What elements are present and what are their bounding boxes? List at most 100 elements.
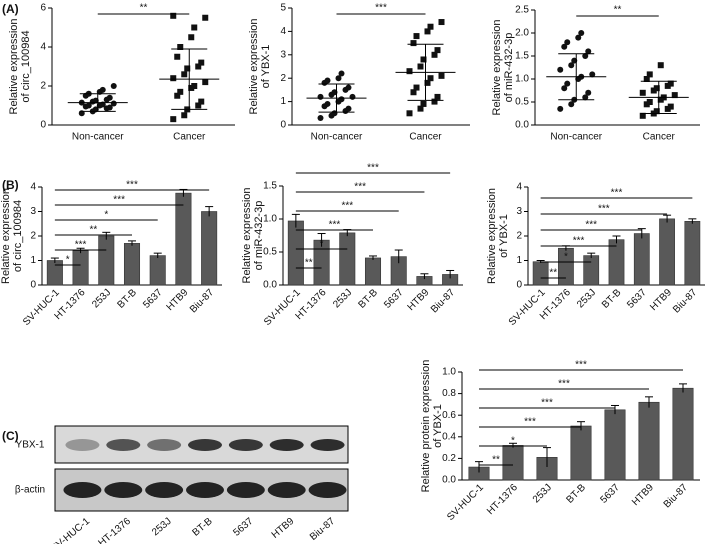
data-point: [424, 28, 431, 35]
blot-lane-label: 253J: [150, 516, 174, 538]
data-point: [413, 33, 420, 40]
data-point: [406, 68, 413, 75]
bar: [684, 221, 701, 286]
bar: [339, 232, 356, 286]
data-point: [191, 24, 198, 31]
bar: [175, 192, 192, 286]
significance-label: *: [66, 255, 70, 266]
y-tick-label: 0.5: [263, 247, 277, 258]
data-point: [431, 51, 438, 58]
x-tick-label: 253J: [90, 287, 113, 310]
y-tick-label: 2: [30, 231, 36, 242]
y-tick-label: 0: [30, 280, 36, 291]
y-axis-label: Relative expression: [248, 19, 260, 115]
x-tick-label: SV-HUC-1: [21, 287, 62, 328]
x-tick-label: HTB9: [648, 287, 674, 313]
x-tick-label: BT-B: [600, 287, 624, 311]
y-tick-label: 2: [280, 73, 286, 84]
x-tick-label: SV-HUC-1: [262, 287, 303, 328]
data-point: [191, 83, 198, 89]
data-point: [671, 92, 678, 99]
data-point: [335, 75, 342, 82]
x-tick-label: Non-cancer: [311, 132, 363, 143]
y-tick-label: 0.6: [442, 410, 456, 421]
data-point: [564, 80, 571, 87]
y-axis-label: Relative expression: [8, 19, 20, 115]
y-tick-label: 4: [30, 182, 36, 193]
bar: [604, 409, 626, 481]
data-point: [653, 108, 660, 115]
significance-label: ***: [354, 182, 366, 193]
bar: [532, 261, 549, 286]
significance-label: ***: [573, 236, 585, 247]
data-point: [338, 70, 345, 77]
data-point: [420, 100, 427, 107]
x-tick-label: 253J: [575, 287, 598, 310]
blot-band: [267, 482, 306, 498]
data-point: [188, 34, 195, 41]
bar: [570, 425, 592, 481]
panel-label: (B): [2, 178, 19, 192]
data-point: [406, 110, 413, 117]
data-point: [202, 14, 209, 21]
blot-band: [228, 439, 263, 451]
significance-label: ***: [524, 417, 536, 428]
y-tick-label: 0.0: [515, 120, 529, 131]
data-point: [589, 71, 596, 78]
x-tick-label: BT-B: [564, 482, 588, 506]
data-point: [85, 102, 92, 109]
x-tick-label: BT-B: [115, 287, 139, 311]
x-tick-label: Cancer: [643, 132, 676, 143]
x-tick-label: SV-HUC-1: [507, 287, 548, 328]
x-tick-label: HTB9: [630, 482, 656, 508]
blot-lane-label: HTB9: [270, 516, 297, 541]
data-point: [438, 19, 445, 26]
data-point: [345, 105, 352, 112]
x-tick-label: HT-1376: [485, 482, 520, 517]
x-tick-label: Non-cancer: [550, 132, 602, 143]
blot-band: [186, 482, 224, 498]
bar: [633, 233, 650, 286]
blot-band: [106, 439, 141, 451]
blot-band: [226, 482, 265, 498]
data-point: [417, 105, 424, 112]
y-axis-label: Relative expression: [0, 188, 12, 284]
y-axis-label: of YBX-1: [432, 404, 444, 448]
data-point: [643, 76, 650, 82]
significance-label: **: [549, 268, 557, 279]
x-tick-label: HTB9: [406, 287, 432, 313]
blot-band: [308, 482, 347, 498]
data-point: [170, 116, 177, 123]
data-point: [317, 114, 324, 121]
x-tick-label: BT-B: [356, 287, 380, 311]
bar: [201, 211, 218, 286]
data-point: [177, 44, 184, 50]
data-point: [438, 72, 445, 79]
data-point: [667, 80, 674, 87]
y-tick-label: 1.0: [263, 214, 277, 225]
significance-label: ***: [575, 360, 587, 371]
data-point: [198, 98, 205, 105]
data-point: [413, 84, 420, 91]
x-tick-label: 5637: [598, 482, 622, 506]
data-point: [324, 100, 331, 107]
data-point: [431, 98, 438, 105]
bar: [638, 401, 660, 481]
bar: [502, 445, 524, 481]
data-point: [557, 105, 564, 112]
significance-label: **: [305, 258, 313, 269]
data-point: [195, 63, 202, 70]
data-point: [582, 94, 589, 101]
significance-label: *: [511, 436, 515, 447]
significance-label: ***: [341, 201, 353, 212]
significance-label: ***: [598, 204, 610, 215]
blot-lane-label: BT-B: [191, 516, 215, 539]
significance-label: **: [492, 455, 500, 466]
blot-band: [188, 439, 222, 451]
data-point: [639, 89, 646, 96]
y-tick-label: 3: [516, 206, 522, 217]
x-tick-label: Biu-87: [429, 287, 458, 316]
bar: [123, 243, 141, 286]
significance-label: ***: [126, 180, 138, 191]
data-point: [170, 75, 177, 82]
